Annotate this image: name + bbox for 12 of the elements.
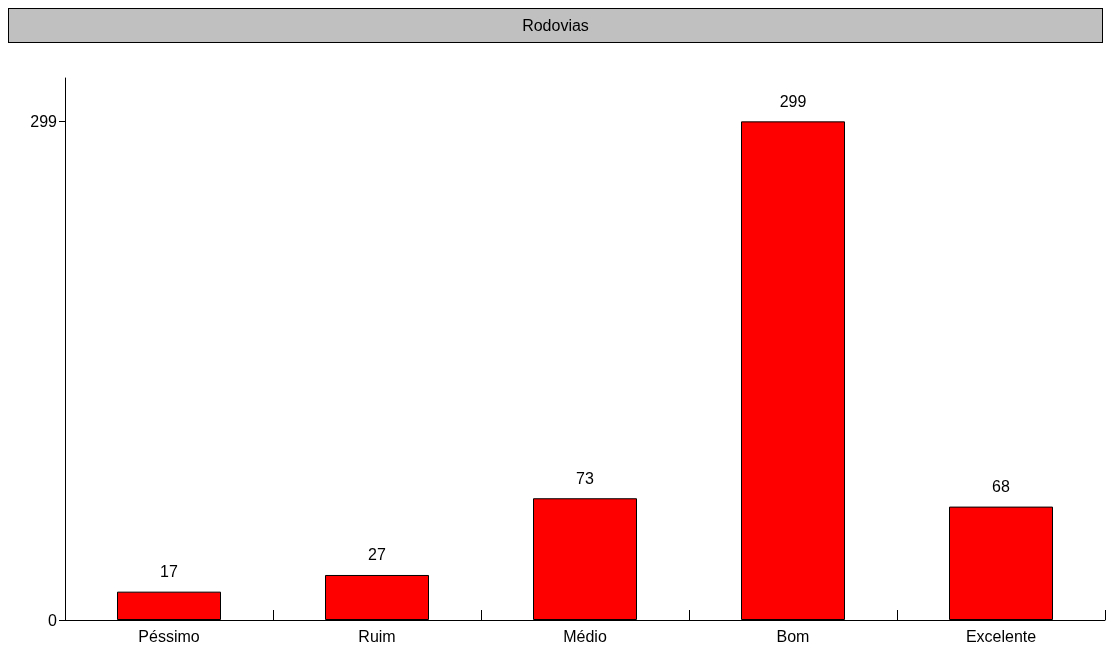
- chart-title: Rodovias: [8, 8, 1103, 43]
- y-tick-label: 0: [48, 611, 58, 629]
- data-label: 17: [160, 563, 178, 581]
- data-label: 73: [576, 469, 594, 487]
- x-tick-label: Bom: [776, 627, 810, 645]
- data-label: 27: [368, 546, 386, 564]
- x-tick-label: Ruim: [358, 627, 396, 645]
- x-tick-label: Péssimo: [138, 627, 200, 645]
- data-label: 299: [779, 92, 807, 110]
- data-label: 68: [992, 478, 1010, 496]
- x-tick-label: Excelente: [965, 627, 1037, 645]
- x-tick-label: Médio: [563, 627, 607, 645]
